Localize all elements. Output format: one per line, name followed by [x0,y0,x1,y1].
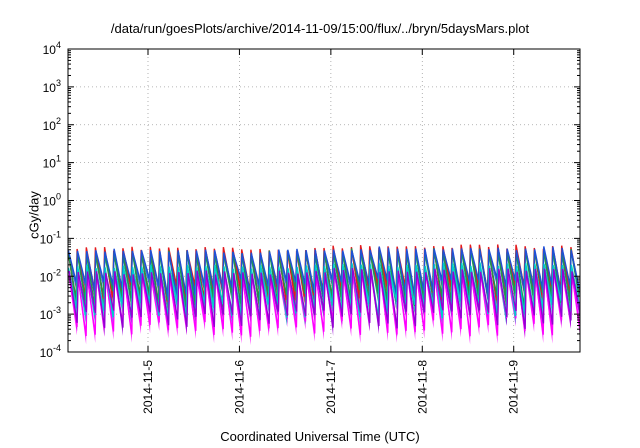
y-tick-label: 104 [43,40,61,57]
y-tick-label: 103 [43,78,61,95]
y-axis-label: cGy/day [26,191,42,239]
y-tick-label: 100 [43,192,61,209]
y-tick-label: 10-4 [40,343,61,360]
y-tick-label: 101 [43,154,61,171]
y-tick-label: 10-2 [40,267,61,284]
x-axis-label: Coordinated Universal Time (UTC) [220,429,420,444]
y-tick-label: 10-3 [40,305,61,322]
axis-ticks: 10-4 10-3 10-2 10-1 100 101 102 103 104 2014-11-5… [40,40,580,414]
x-tick-label: 2014-11-8 [415,360,429,414]
chart-title: /data/run/goesPlots/archive/2014-11-09/1… [110,21,530,36]
x-tick-label: 2014-11-7 [324,360,338,414]
x-tick-label: 2014-11-6 [232,360,246,414]
x-tick-label: 2014-11-9 [507,360,521,414]
series-line [68,267,580,329]
y-tick-label: 102 [43,116,61,133]
data-series [68,244,580,346]
y-tick-label: 10-1 [40,229,61,246]
x-tick-label: 2014-11-5 [141,360,155,414]
